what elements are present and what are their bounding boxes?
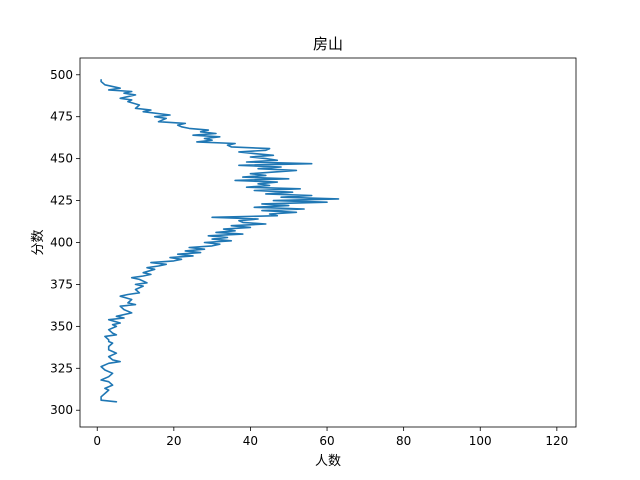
x-tick-label: 100 (469, 434, 492, 448)
x-tick-label: 0 (93, 434, 101, 448)
y-tick-label: 300 (50, 403, 73, 417)
chart-title: 房山 (313, 35, 343, 53)
x-axis-label: 人数 (315, 454, 341, 469)
y-tick-label: 375 (50, 277, 73, 291)
y-tick-label: 350 (50, 319, 73, 333)
y-axis-label: 分数 (31, 229, 46, 255)
y-tick-label: 325 (50, 361, 73, 375)
x-tick-label: 20 (166, 434, 181, 448)
x-tick-label: 80 (396, 434, 411, 448)
x-tick-label: 120 (545, 434, 568, 448)
x-tick-label: 60 (319, 434, 334, 448)
series-line (100, 79, 340, 403)
y-tick-label: 500 (50, 68, 73, 82)
y-tick-label: 450 (50, 152, 73, 166)
x-tick-label: 40 (243, 434, 258, 448)
y-axis-ticks: 300 325 350 375 400 425 450 475 500 (50, 68, 80, 417)
y-tick-label: 425 (50, 194, 73, 208)
y-tick-label: 400 (50, 236, 73, 250)
series-layer (100, 79, 340, 403)
y-tick-label: 475 (50, 110, 73, 124)
x-axis-ticks: 0 20 40 60 80 100 120 (93, 427, 568, 448)
